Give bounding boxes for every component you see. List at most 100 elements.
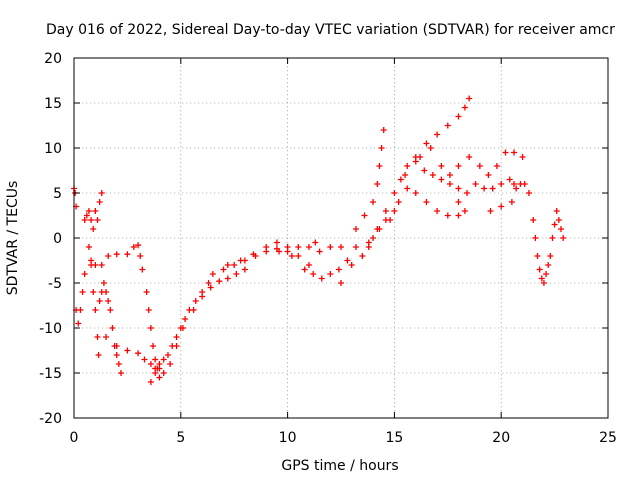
data-point-marker: [85, 244, 92, 250]
data-point-marker: [370, 235, 377, 241]
data-point-marker: [107, 307, 114, 313]
data-point-marker: [305, 262, 312, 268]
data-point-marker: [77, 307, 84, 313]
data-point-marker: [224, 275, 231, 282]
data-point-marker: [305, 244, 312, 250]
x-axis-label: GPS time / hours: [281, 458, 398, 474]
data-point-marker: [83, 212, 90, 219]
data-point-marker: [276, 248, 283, 255]
data-point-marker: [105, 298, 112, 304]
data-point-marker: [438, 176, 445, 183]
y-axis-label: SDTVAR / TECUs: [5, 181, 21, 296]
y-tick-label: 5: [53, 186, 62, 202]
data-point-marker: [446, 181, 453, 187]
data-point-marker: [538, 275, 545, 282]
x-tick-label: 25: [599, 430, 617, 446]
data-point-marker: [476, 163, 483, 169]
data-point-marker: [370, 199, 377, 205]
data-point-marker: [85, 208, 92, 214]
data-point-marker: [380, 127, 387, 133]
data-point-marker: [427, 145, 434, 151]
data-point-marker: [532, 235, 539, 241]
data-point-marker: [173, 343, 180, 349]
data-point-marker: [444, 122, 451, 129]
chart-title: Day 016 of 2022, Sidereal Day-to-day VTE…: [46, 22, 615, 38]
y-tick-label: 10: [44, 141, 62, 157]
data-point-marker: [391, 208, 398, 214]
data-point-marker: [113, 352, 120, 358]
data-point-marker: [216, 278, 223, 285]
data-point-marker: [209, 271, 216, 277]
data-point-marker: [352, 226, 359, 232]
x-tick-labels: 0 5 10 15 20 25: [70, 430, 617, 446]
data-point-marker: [525, 190, 532, 196]
data-point-marker: [543, 271, 550, 277]
data-point-marker: [417, 154, 424, 160]
data-point-marker: [391, 190, 398, 196]
x-tick-label: 0: [70, 430, 79, 446]
x-tick-label: 20: [492, 430, 510, 446]
data-point-marker: [90, 289, 97, 295]
data-point-marker: [466, 154, 473, 160]
data-point-marker: [139, 266, 146, 273]
data-point-marker: [207, 284, 214, 291]
data-point-marker: [273, 239, 280, 246]
data-point-marker: [160, 370, 167, 376]
data-point-marker: [192, 298, 199, 304]
data-point-marker: [498, 181, 505, 187]
y-tick-label: 20: [44, 51, 62, 67]
data-point-marker: [338, 280, 344, 286]
data-point-marker: [455, 113, 462, 120]
data-point-marker: [182, 316, 189, 322]
data-point-marker: [387, 217, 394, 223]
data-point-marker: [402, 172, 409, 178]
data-point-marker: [295, 244, 302, 250]
data-point-marker: [96, 199, 103, 205]
data-point-marker: [224, 262, 231, 268]
data-point-marker: [109, 325, 116, 331]
data-point-marker: [374, 181, 381, 187]
data-point-marker: [113, 343, 120, 349]
x-tick-label: 10: [279, 430, 297, 446]
data-point-marker: [199, 293, 206, 300]
data-point-marker: [560, 235, 567, 241]
data-point-marker: [88, 217, 95, 223]
data-point-marker: [455, 199, 462, 205]
data-point-marker: [327, 271, 334, 277]
data-point-marker: [94, 217, 101, 223]
data-point-marker: [135, 350, 142, 357]
data-point-marker: [344, 257, 351, 264]
data-point-marker: [489, 185, 496, 192]
axis-ticks: [73, 57, 609, 419]
data-point-marker: [90, 226, 97, 232]
data-point-marker: [519, 154, 526, 160]
data-point-marker: [231, 262, 238, 268]
data-point-marker: [152, 356, 159, 363]
data-point-marker: [147, 379, 154, 385]
data-point-marker: [498, 203, 505, 210]
data-point-marker: [141, 356, 148, 363]
data-point-marker: [156, 374, 163, 381]
data-point-marker: [147, 325, 154, 331]
data-points: [71, 95, 567, 385]
data-point-marker: [485, 172, 492, 178]
data-point-marker: [429, 172, 436, 178]
data-point-marker: [310, 271, 317, 277]
data-point-marker: [316, 248, 323, 255]
data-point-marker: [284, 244, 291, 250]
data-point-marker: [173, 334, 180, 340]
data-point-marker: [481, 185, 488, 192]
data-point-marker: [455, 185, 462, 192]
data-point-marker: [549, 235, 556, 241]
data-point-marker: [359, 253, 366, 259]
x-tick-label: 15: [385, 430, 403, 446]
y-tick-labels: -20 -15 -10 -5 0 5 10 15 20: [39, 51, 62, 427]
data-point-marker: [540, 280, 547, 286]
data-point-marker: [137, 253, 144, 259]
data-point-marker: [397, 176, 404, 183]
data-point-marker: [335, 266, 342, 273]
data-point-marker: [115, 361, 122, 367]
data-point-marker: [145, 307, 152, 313]
data-point-marker: [263, 244, 270, 250]
data-point-marker: [493, 163, 500, 169]
